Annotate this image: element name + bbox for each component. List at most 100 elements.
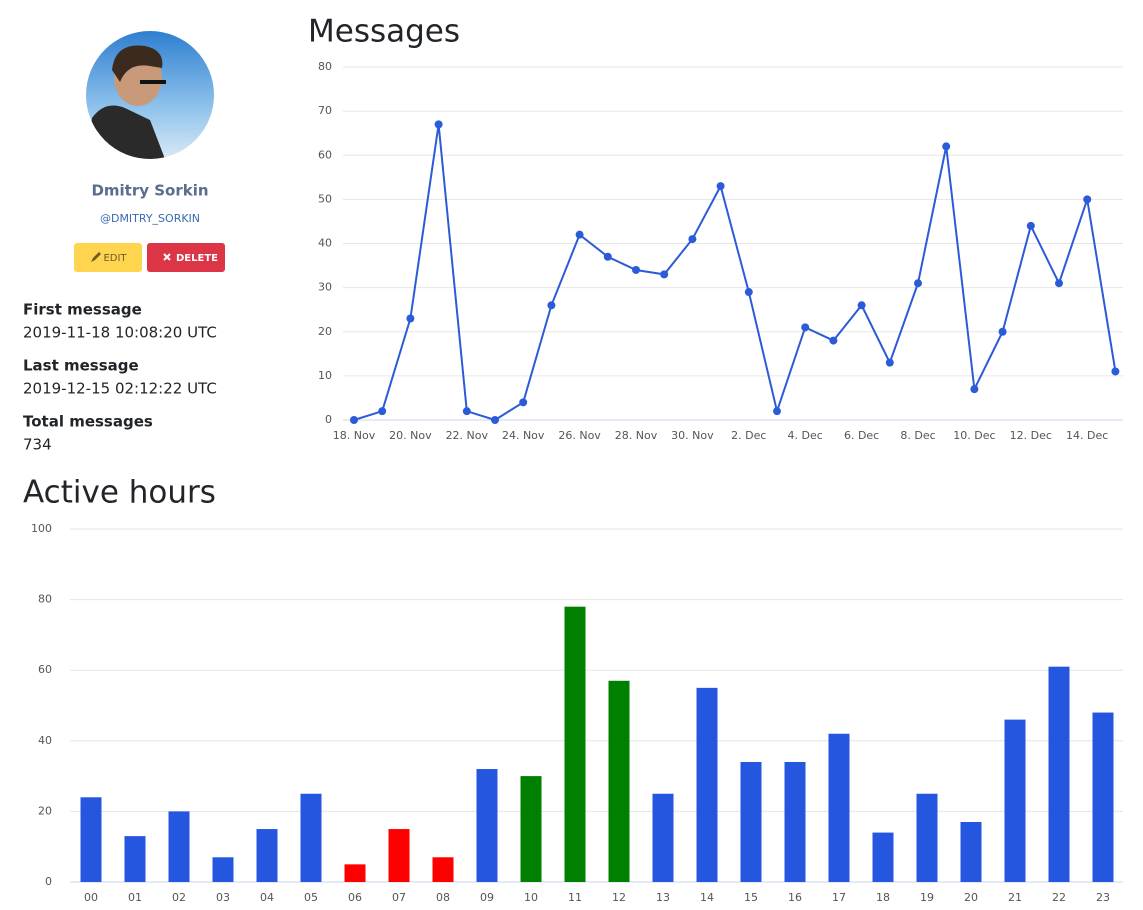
- bar: [828, 733, 850, 882]
- bar: [212, 857, 234, 882]
- x-tick-label: 20. Nov: [389, 429, 432, 442]
- bar: [784, 761, 806, 882]
- y-tick-label: 30: [318, 281, 332, 294]
- x-tick-label: 24. Nov: [502, 429, 545, 442]
- bar: [1048, 666, 1070, 882]
- x-tick-label: 14. Dec: [1066, 429, 1108, 442]
- point: [998, 327, 1007, 336]
- x-tick-label: 8. Dec: [900, 429, 935, 442]
- bar: [432, 857, 454, 882]
- point: [547, 301, 556, 310]
- bar: [916, 793, 938, 882]
- point: [744, 288, 753, 297]
- bar: [124, 836, 146, 882]
- user-name: Dmitry Sorkin: [91, 182, 208, 200]
- bar: [652, 793, 674, 882]
- x-tick-label: 10. Dec: [953, 429, 995, 442]
- x-tick-label: 6. Dec: [844, 429, 879, 442]
- x-tick-label: 30. Nov: [671, 429, 714, 442]
- stat-label: Total messages: [23, 413, 153, 431]
- point: [1083, 195, 1092, 204]
- x-tick-label: 20: [964, 891, 978, 904]
- point: [603, 252, 612, 261]
- x-tick-label: 18. Nov: [333, 429, 376, 442]
- bar: [80, 797, 102, 882]
- x-tick-label: 05: [304, 891, 318, 904]
- y-tick-label: 80: [38, 593, 52, 606]
- point: [1055, 279, 1063, 288]
- x-tick-label: 15: [744, 891, 758, 904]
- y-tick-label: 100: [31, 522, 52, 535]
- chart-title: Messages: [308, 14, 460, 50]
- delete-label: DELETE: [176, 253, 218, 264]
- y-tick-label: 0: [325, 413, 332, 426]
- y-tick-label: 80: [318, 60, 332, 73]
- x-tick-label: 13: [656, 891, 670, 904]
- point: [462, 407, 471, 416]
- x-tick-label: 12: [612, 891, 626, 904]
- x-tick-label: 22: [1052, 891, 1066, 904]
- x-tick-label: 2. Dec: [731, 429, 766, 442]
- bar: [872, 832, 894, 882]
- x-tick-label: 04: [260, 891, 274, 904]
- bar: [476, 769, 498, 882]
- point: [716, 182, 725, 191]
- edit-button[interactable]: [74, 243, 142, 272]
- x-tick-label: 02: [172, 891, 186, 904]
- x-tick-label: 03: [216, 891, 230, 904]
- bar: [388, 829, 410, 882]
- stat-value: 2019-12-15 02:12:22 UTC: [23, 380, 217, 398]
- x-tick-label: 14: [700, 891, 714, 904]
- x-tick-label: 26. Nov: [558, 429, 601, 442]
- point: [801, 323, 810, 332]
- point: [885, 358, 894, 367]
- y-tick-label: 50: [318, 192, 332, 205]
- y-tick-label: 0: [45, 875, 52, 888]
- x-tick-label: 01: [128, 891, 142, 904]
- y-tick-label: 70: [318, 104, 332, 117]
- bar: [608, 680, 630, 882]
- x-tick-label: 19: [920, 891, 934, 904]
- bar: [740, 761, 762, 882]
- stat-value: 2019-11-18 10:08:20 UTC: [23, 324, 217, 342]
- x-tick-label: 18: [876, 891, 890, 904]
- delete-icon: [163, 253, 171, 261]
- point: [773, 407, 781, 416]
- bar: [168, 811, 190, 882]
- x-tick-label: 08: [436, 891, 450, 904]
- edit-label: EDIT: [103, 253, 127, 264]
- x-tick-label: 28. Nov: [615, 429, 658, 442]
- bar: [960, 821, 982, 882]
- stat-label: Last message: [23, 357, 139, 375]
- point: [660, 270, 669, 279]
- x-tick-label: 09: [480, 891, 494, 904]
- series-line: [353, 124, 1117, 422]
- avatar: [86, 31, 214, 159]
- y-tick-label: 10: [318, 369, 332, 382]
- point: [1026, 221, 1035, 230]
- x-tick-label: 06: [348, 891, 362, 904]
- point: [914, 279, 922, 288]
- chart-title: Active hours: [23, 475, 216, 511]
- bar: [1004, 719, 1026, 882]
- bar: [564, 606, 586, 882]
- x-tick-label: 16: [788, 891, 802, 904]
- x-tick-label: 00: [84, 891, 98, 904]
- delete-button[interactable]: [147, 243, 225, 272]
- point: [857, 301, 866, 310]
- x-tick-label: 07: [392, 891, 406, 904]
- bar: [520, 776, 542, 882]
- point: [406, 314, 415, 323]
- point: [434, 120, 443, 129]
- y-tick-label: 40: [38, 734, 52, 747]
- x-tick-label: 17: [832, 891, 846, 904]
- point: [378, 407, 387, 416]
- point: [519, 398, 528, 407]
- bar: [1092, 712, 1114, 882]
- user-handle[interactable]: @DMITRY_SORKIN: [100, 212, 200, 225]
- y-tick-label: 60: [318, 148, 332, 161]
- x-tick-label: 11: [568, 891, 582, 904]
- edit-icon: [91, 252, 101, 262]
